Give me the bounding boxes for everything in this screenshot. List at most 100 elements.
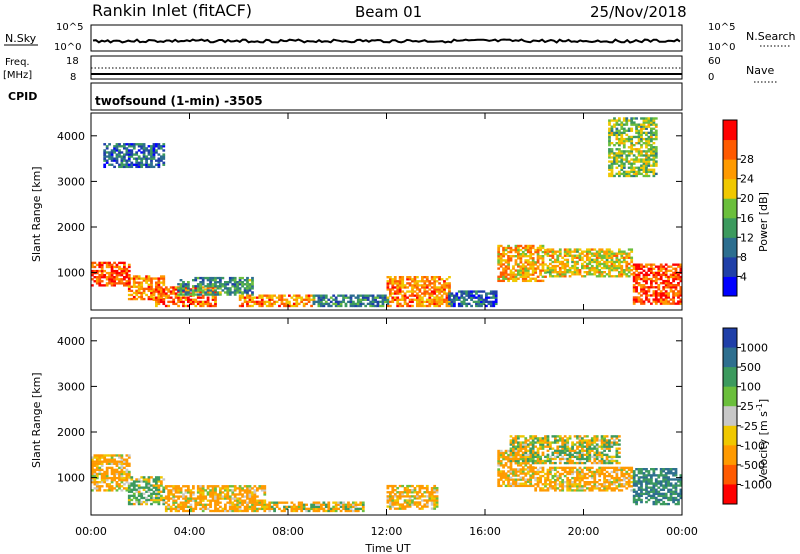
scatter-cell-power-6 xyxy=(411,298,414,301)
scatter-cell-power-9 xyxy=(581,258,584,262)
scatter-cell-power-7 xyxy=(477,298,481,301)
scatter-cell-power-5 xyxy=(322,298,326,301)
scatter-cell-power-8 xyxy=(499,259,503,262)
scatter-cell-power-9 xyxy=(593,260,597,264)
scatter-cell-power-1 xyxy=(127,285,131,288)
scatter-cell-vel-8 xyxy=(664,478,668,481)
scatter-cell-power-8 xyxy=(507,250,510,254)
scatter-cell-vel-5 xyxy=(529,480,533,483)
scatter-cell-vel-2 xyxy=(204,503,208,506)
scatter-cell-vel-1 xyxy=(135,480,139,483)
scatter-cell-power-6 xyxy=(428,296,432,299)
scatter-cell-power-9 xyxy=(568,254,572,257)
scatter-cell-power-1 xyxy=(137,281,141,284)
scatter-cell-vel-2 xyxy=(192,491,195,494)
scatter-cell-vel-6 xyxy=(590,443,594,446)
scatter-cell-power-9 xyxy=(610,266,614,270)
scatter-cell-power-12 xyxy=(652,162,656,165)
scatter-cell-power-6 xyxy=(440,296,444,299)
scatter-cell-power-5 xyxy=(342,300,345,304)
scatter-cell-vel-2 xyxy=(187,509,190,513)
scatter-cell-vel-2 xyxy=(214,491,217,494)
scatter-cell-power-10 xyxy=(637,275,641,279)
scatter-cell-power-9 xyxy=(620,264,624,268)
scatter-cell-power-12 xyxy=(647,150,651,153)
scatter-cell-vel-6 xyxy=(541,441,545,444)
scatter-cell-vel-1 xyxy=(132,480,136,483)
scatter-cell-power-1 xyxy=(145,293,148,297)
scatter-cell-vel-3 xyxy=(359,501,363,504)
scatter-cell-power-9 xyxy=(551,252,555,255)
scatter-cell-vel-7 xyxy=(583,474,587,478)
scatter-cell-power-8 xyxy=(526,273,530,276)
scatter-cell-vel-2 xyxy=(192,487,195,490)
scatter-cell-vel-2 xyxy=(216,503,220,506)
scatter-cell-vel-0 xyxy=(120,466,124,470)
scatter-cell-power-3 xyxy=(246,287,249,290)
scatter-cell-power-9 xyxy=(590,264,594,268)
scatter-cell-power-5 xyxy=(379,296,382,299)
scatter-cell-vel-7 xyxy=(551,474,555,478)
scatter-cell-vel-2 xyxy=(201,505,205,509)
scatter-cell-vel-8 xyxy=(652,496,656,500)
scatter-cell-vel-4 xyxy=(416,491,419,494)
scatter-cell-power-10 xyxy=(645,275,648,279)
scatter-cell-power-7 xyxy=(453,304,456,308)
scatter-cell-power-12 xyxy=(637,160,641,163)
scatter-cell-power-0 xyxy=(125,282,129,285)
scatter-cell-power-6 xyxy=(445,294,449,297)
scatter-cell-power-12 xyxy=(635,117,638,120)
scatter-cell-vel-0 xyxy=(118,483,121,486)
scatter-cell-power-2 xyxy=(174,296,178,299)
scatter-cell-power-11 xyxy=(110,151,114,154)
scatter-cell-power-1 xyxy=(135,293,139,297)
scatter-cell-power-10 xyxy=(632,279,636,283)
scatter-cell-vel-3 xyxy=(361,509,365,513)
scatter-cell-power-9 xyxy=(568,269,572,272)
scatter-cell-vel-7 xyxy=(571,476,574,480)
scatter-cell-vel-0 xyxy=(115,476,119,480)
scatter-cell-vel-1 xyxy=(160,482,163,485)
scatter-cell-vel-4 xyxy=(413,487,417,490)
scatter-cell-power-10 xyxy=(652,298,656,301)
scatter-cell-power-12 xyxy=(622,162,626,165)
scatter-cell-power-7 xyxy=(453,302,456,306)
scatter-cell-power-12 xyxy=(620,127,624,130)
scatter-cell-vel-7 xyxy=(546,474,550,478)
scatter-cell-vel-6 xyxy=(558,461,562,465)
scatter-cell-power-0 xyxy=(115,282,119,285)
scatter-cell-power-8 xyxy=(541,265,545,268)
scatter-cell-vel-6 xyxy=(551,457,555,461)
power-cells xyxy=(91,117,683,308)
scatter-cell-power-9 xyxy=(583,271,587,274)
scatter-cell-power-0 xyxy=(113,269,116,273)
scatter-cell-power-6 xyxy=(440,286,444,289)
scatter-cell-power-10 xyxy=(657,269,661,272)
scatter-cell-vel-1 xyxy=(157,492,161,496)
scatter-cell-power-7 xyxy=(460,290,464,293)
scatter-cell-power-9 xyxy=(573,262,577,266)
scatter-cell-vel-8 xyxy=(645,468,648,471)
scatter-cell-vel-2 xyxy=(256,501,259,504)
scatter-cell-vel-2 xyxy=(204,489,208,492)
scatter-cell-power-8 xyxy=(526,244,530,248)
scatter-cell-power-5 xyxy=(317,304,321,308)
scatter-cell-power-4 xyxy=(265,304,269,308)
scatter-cell-vel-8 xyxy=(659,492,663,496)
scatter-cell-power-4 xyxy=(285,302,289,306)
scatter-cell-power-0 xyxy=(105,261,109,265)
scatter-cell-vel-7 xyxy=(576,470,579,474)
scatter-cell-vel-8 xyxy=(654,482,658,485)
scatter-cell-vel-7 xyxy=(590,487,594,490)
scatter-cell-power-9 xyxy=(610,258,614,262)
scatter-cell-vel-6 xyxy=(576,453,579,457)
scatter-cell-power-3 xyxy=(238,279,242,282)
scatter-cell-power-11 xyxy=(137,155,141,158)
scatter-cell-power-5 xyxy=(349,302,353,306)
scatter-cell-power-9 xyxy=(566,250,570,253)
scatter-cell-vel-8 xyxy=(650,486,653,489)
scatter-cell-vel-2 xyxy=(228,485,232,488)
scatter-cell-vel-3 xyxy=(339,503,343,506)
scatter-cell-power-12 xyxy=(645,174,648,178)
scatter-cell-power-10 xyxy=(664,296,668,299)
